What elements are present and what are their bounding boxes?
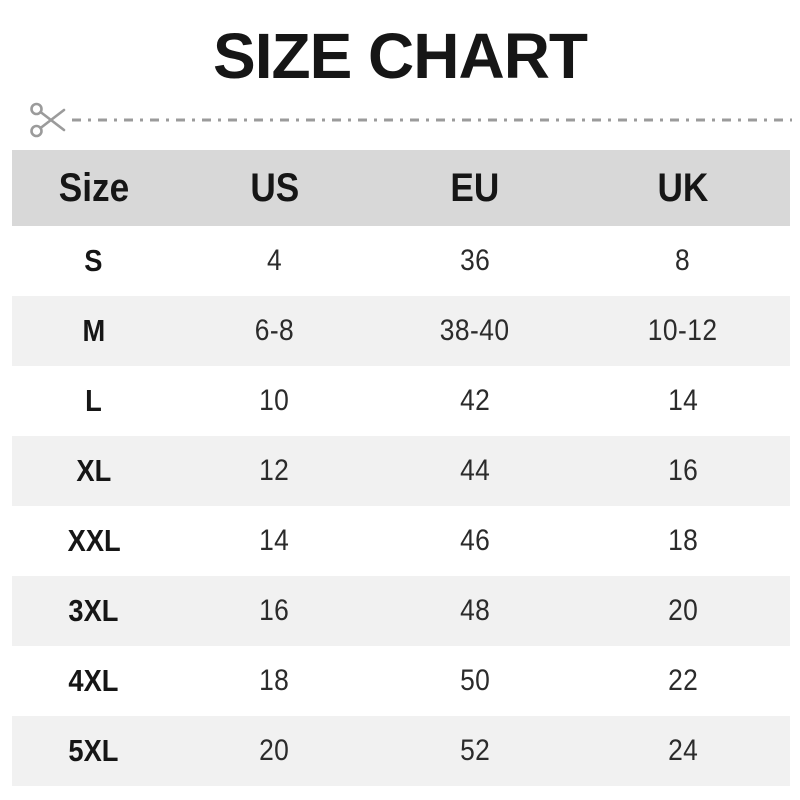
eu-value: 44: [459, 454, 490, 487]
us-value: 18: [259, 664, 290, 697]
table-row-xxl: XXL 14 46 18: [12, 506, 790, 576]
eu-value: 50: [459, 664, 490, 697]
column-header-size: Size: [58, 165, 129, 210]
size-label: XL: [76, 453, 112, 488]
scissors-icon: [30, 102, 66, 138]
table-row-3xl: 3XL 16 48 20: [12, 576, 790, 646]
table-row-4xl: 4XL 18 50 22: [12, 646, 790, 716]
table-row-m: M 6-8 38-40 10-12: [12, 296, 790, 366]
eu-value: 46: [459, 524, 490, 557]
uk-value: 22: [667, 664, 699, 697]
page-title: SIZE CHART: [213, 20, 588, 92]
table-row-l: L 10 42 14: [12, 366, 790, 436]
us-value: 6-8: [254, 314, 295, 347]
size-label: L: [85, 383, 103, 418]
us-value: 10: [259, 384, 290, 417]
table-row-5xl: 5XL 20 52 24: [12, 716, 790, 786]
column-header-uk: UK: [657, 165, 709, 210]
size-label: 3XL: [68, 593, 119, 628]
eu-value: 42: [459, 384, 490, 417]
us-value: 14: [259, 524, 290, 557]
size-label: M: [82, 313, 106, 348]
size-chart-table: Size US EU UK S 4 36 8 M 6-8 38-40 10-12…: [12, 150, 790, 786]
eu-value: 36: [459, 244, 490, 277]
uk-value: 10-12: [648, 314, 718, 347]
uk-value: 8: [675, 244, 691, 277]
size-label: S: [84, 243, 103, 278]
size-label: XXL: [67, 523, 121, 558]
table-row-xl: XL 12 44 16: [12, 436, 790, 506]
us-value: 20: [259, 734, 290, 767]
uk-value: 20: [667, 594, 699, 627]
eu-value: 38-40: [440, 314, 510, 347]
cut-line: [30, 102, 792, 138]
uk-value: 14: [667, 384, 699, 417]
us-value: 12: [259, 454, 290, 487]
table-header-row: Size US EU UK: [12, 150, 790, 226]
uk-value: 24: [667, 734, 699, 767]
uk-value: 16: [667, 454, 699, 487]
us-value: 4: [267, 244, 283, 277]
column-header-us: US: [250, 165, 300, 210]
column-header-eu: EU: [450, 165, 500, 210]
size-label: 4XL: [68, 663, 119, 698]
table-row-s: S 4 36 8: [12, 226, 790, 296]
eu-value: 52: [459, 734, 490, 767]
us-value: 16: [259, 594, 290, 627]
uk-value: 18: [667, 524, 699, 557]
eu-value: 48: [459, 594, 490, 627]
size-label: 5XL: [68, 733, 119, 768]
